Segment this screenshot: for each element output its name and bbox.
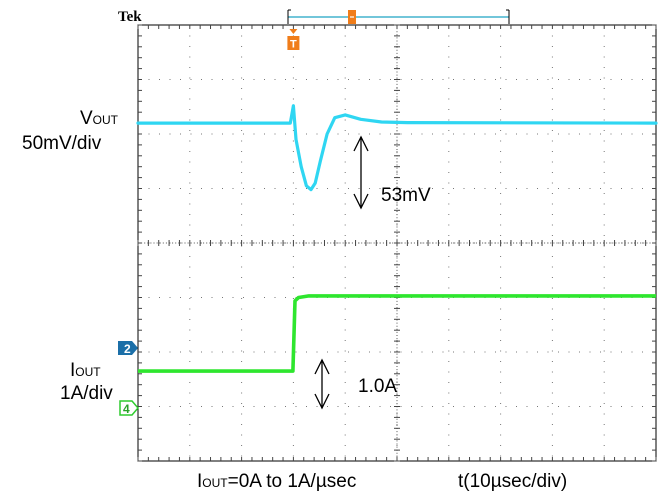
iout-trace	[138, 294, 656, 373]
channel-4-marker: 4	[119, 400, 139, 416]
trigger-position-marker	[348, 10, 356, 24]
vout-subscript: OUT	[92, 113, 118, 127]
vout-channel-name: VOUT	[60, 108, 118, 131]
trigger-position-bar	[287, 9, 510, 24]
trigger-arrow	[289, 29, 298, 34]
vout-scale: 50mV/div	[22, 133, 102, 154]
channel-2-label: 2	[124, 342, 131, 356]
iout-step-annotation: 1.0A	[358, 376, 398, 397]
graticule	[137, 24, 657, 462]
timebase-caption: t(10µsec/div)	[458, 471, 568, 492]
trigger-box	[287, 36, 300, 50]
load-step-text: =0A to 1A/µsec	[227, 471, 357, 492]
load-step-caption: IOUT=0A to 1A/µsec	[197, 471, 356, 494]
channel-4-label: 4	[123, 402, 130, 416]
trigger-label: T	[290, 39, 297, 51]
iout-symbol: I	[70, 360, 76, 381]
iout-subscript: OUT	[75, 365, 101, 379]
iout-scale: 1A/div	[60, 383, 113, 404]
vout-trace	[136, 104, 658, 192]
channel-2-marker: 2	[118, 341, 138, 356]
load-step-subscript: OUT	[202, 476, 228, 490]
trigger-marker-icon: T	[287, 29, 300, 51]
iout-channel-name: IOUT	[70, 360, 101, 383]
brand-logo: Tek	[118, 9, 142, 25]
vout-dip-annotation: 53mV	[381, 185, 431, 206]
load-step-symbol: I	[197, 471, 203, 492]
iout-step-arrow	[314, 358, 330, 410]
vout-dip-arrow	[353, 135, 369, 210]
vout-symbol: V	[79, 108, 93, 129]
